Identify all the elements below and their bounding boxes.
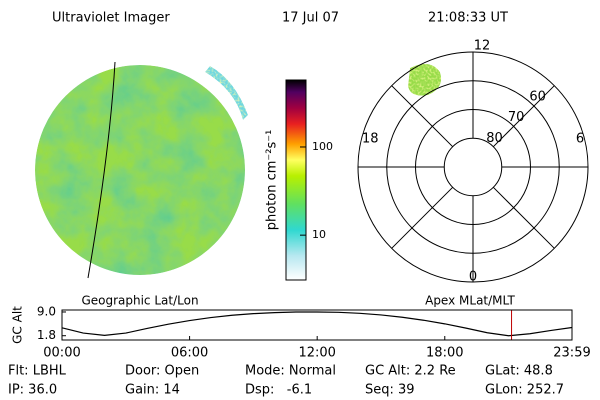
x-tick-label: 18:00 [426, 346, 463, 361]
limb-glow [205, 66, 248, 120]
mlt-label: 0 [469, 270, 477, 285]
mlt-radial [391, 186, 454, 249]
x-tick-label: 12:00 [298, 346, 335, 361]
time: 21:08:33 UT [428, 11, 508, 26]
lat-label: 70 [508, 110, 525, 125]
y-axis-label: GC Alt [11, 306, 25, 344]
status-field: IP: 36.0 [8, 383, 57, 398]
status-field: GC Alt: 2.2 Re [365, 364, 456, 379]
y-tick-label: 1.8 [37, 328, 56, 342]
uv-image [35, 61, 248, 279]
status-field: Seq: 39 [365, 383, 415, 398]
plot-frame [61, 309, 573, 341]
lat-label: 80 [486, 131, 503, 146]
mlt-label: 6 [576, 132, 584, 147]
y-tick-label: 9.0 [37, 304, 56, 318]
status-field: Gain: 14 [125, 383, 180, 398]
status-field: Flt: LBHL [8, 364, 67, 379]
colorbar: photon cm⁻²s⁻¹ 10 100 [265, 79, 333, 281]
mlt-radial [492, 186, 555, 249]
colorbar-label: photon cm⁻²s⁻¹ [265, 130, 280, 231]
right-label: Apex MLat/MLT [425, 294, 515, 308]
left-label: Geographic Lat/Lon [81, 294, 198, 308]
mlt-label: 12 [474, 39, 491, 54]
header: Ultraviolet Imager 17 Jul 07 21:08:33 UT [52, 11, 508, 26]
footer: Flt: LBHL Door: Open Mode: Normal GC Alt: 2… [8, 364, 564, 398]
status-field: GLat: 48.8 [485, 364, 553, 379]
colorbar-tick-label: 100 [312, 140, 333, 153]
x-tick-label: 23:59 [553, 346, 590, 361]
status-field: Door: Open [125, 364, 199, 379]
terminator-line [87, 61, 116, 279]
x-tick-label: 06:00 [171, 346, 208, 361]
status-field: Mode: Normal [245, 364, 336, 379]
status-field: GLon: 252.7 [485, 383, 564, 398]
mlt-radial [492, 85, 555, 148]
status-field: Dsp: -6.1 [245, 383, 312, 398]
altitude-line [61, 311, 573, 337]
x-tick-label: 00:00 [43, 346, 80, 361]
projected-image [408, 63, 442, 96]
mlt-label: 18 [362, 132, 379, 147]
instrument: Ultraviolet Imager [52, 11, 170, 26]
colorbar-gradient [285, 79, 307, 281]
colorbar-tick-label: 10 [312, 228, 326, 241]
altitude-plot: Geographic Lat/Lon Apex MLat/MLT GC Alt 9.0… [11, 294, 591, 361]
lat-label: 60 [529, 89, 546, 104]
earth-disk [35, 65, 245, 275]
lat-ring [443, 137, 503, 197]
date: 17 Jul 07 [282, 11, 339, 26]
mlt-radial [391, 85, 454, 148]
